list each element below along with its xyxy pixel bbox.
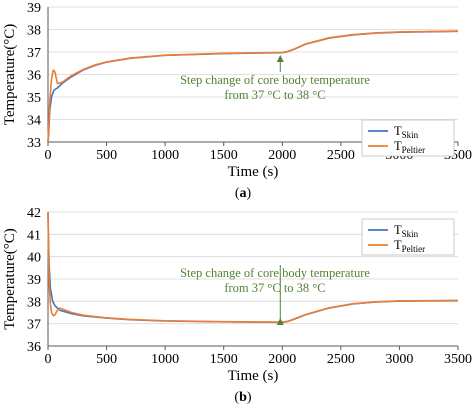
x-axis-title: Time (s) bbox=[228, 164, 279, 180]
annotation-line-1: Step change of core body temperature bbox=[180, 73, 370, 87]
panel-label: (a) bbox=[235, 186, 252, 201]
y-tick-label: 36 bbox=[27, 340, 41, 355]
x-tick-label: 3000 bbox=[385, 352, 413, 367]
legend-label-skin: TSkin bbox=[394, 223, 419, 239]
y-axis-title: Temperature(°C) bbox=[2, 24, 18, 126]
y-tick-label: 35 bbox=[27, 91, 41, 106]
y-tick-label: 38 bbox=[27, 24, 41, 39]
x-tick-label: 1000 bbox=[151, 148, 179, 163]
x-tick-label: 2000 bbox=[268, 148, 296, 163]
x-tick-label: 2500 bbox=[327, 148, 355, 163]
legend-label-skin: TSkin bbox=[394, 124, 419, 140]
x-tick-label: 0 bbox=[45, 352, 52, 367]
y-tick-label: 41 bbox=[27, 228, 41, 243]
x-tick-label: 500 bbox=[96, 352, 117, 367]
x-tick-label: 2000 bbox=[268, 352, 296, 367]
y-axis-title: Temperature(°C) bbox=[2, 228, 18, 330]
y-tick-label: 42 bbox=[27, 206, 41, 221]
x-tick-label: 2500 bbox=[327, 352, 355, 367]
y-tick-label: 37 bbox=[27, 46, 41, 61]
annotation-arrowhead bbox=[276, 318, 284, 325]
y-tick-label: 36 bbox=[27, 69, 41, 84]
x-axis-title: Time (s) bbox=[228, 368, 279, 384]
y-tick-label: 40 bbox=[27, 251, 41, 266]
x-tick-label: 1500 bbox=[210, 148, 238, 163]
annotation-line-2: from 37 °C to 38 °C bbox=[224, 88, 325, 102]
annotation-line-2: from 37 °C to 38 °C bbox=[224, 281, 325, 295]
y-tick-label: 37 bbox=[27, 318, 41, 333]
x-tick-label: 1500 bbox=[210, 352, 238, 367]
x-tick-label: 500 bbox=[96, 148, 117, 163]
y-tick-label: 33 bbox=[27, 136, 41, 151]
annotation-arrowhead bbox=[276, 55, 284, 62]
legend-box bbox=[361, 119, 455, 157]
legend-box bbox=[361, 218, 455, 256]
y-tick-label: 34 bbox=[27, 114, 41, 129]
x-tick-label: 1000 bbox=[151, 352, 179, 367]
legend-label-peltier: TPeltier bbox=[394, 139, 425, 155]
x-tick-label: 3500 bbox=[444, 352, 472, 367]
y-tick-label: 39 bbox=[27, 1, 41, 16]
series-line-peltier bbox=[47, 30, 459, 143]
chart-panel-b: 0 500 1000 1500 2000 2500 3000 3500 36 37 38 39 40 41… bbox=[2, 206, 472, 405]
x-tick-label: 0 bbox=[45, 148, 52, 163]
y-tick-label: 39 bbox=[27, 273, 41, 288]
series-line-peltier bbox=[47, 211, 459, 323]
legend-label-peltier: TPeltier bbox=[394, 238, 425, 254]
panel-label: (b) bbox=[234, 390, 251, 405]
chart-panel-a: 0500100015002000250030003500333435363738… bbox=[2, 1, 472, 201]
annotation-line-1: Step change of core body temperature bbox=[180, 266, 370, 280]
y-tick-label: 38 bbox=[27, 295, 41, 310]
